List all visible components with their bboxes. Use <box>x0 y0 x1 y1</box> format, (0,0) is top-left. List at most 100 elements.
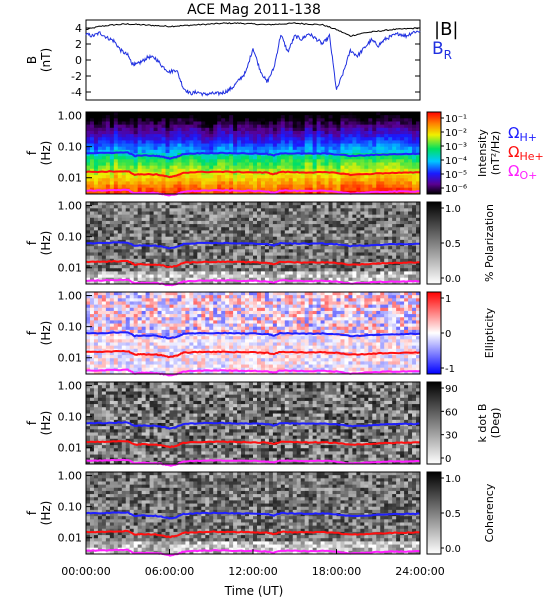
heatmap-cell <box>276 255 282 260</box>
heatmap-cell <box>400 217 405 222</box>
heatmap-cell <box>328 134 334 138</box>
heatmap-cell <box>332 127 337 132</box>
heatmap-cell <box>201 236 206 241</box>
heatmap-cell <box>260 159 266 163</box>
heatmap-cell <box>229 271 234 276</box>
heatmap-cell <box>201 227 206 231</box>
heatmap-cell <box>388 208 393 212</box>
heatmap-cell <box>193 162 198 167</box>
heatmap-cell <box>113 252 119 257</box>
heatmap-cell <box>396 274 401 279</box>
heatmap-cell <box>193 156 198 160</box>
heatmap-cell <box>145 358 151 362</box>
heatmap-cell <box>372 236 377 241</box>
heatmap-cell <box>137 329 143 334</box>
heatmap-cell <box>129 143 135 148</box>
heatmap-cell <box>205 277 210 282</box>
heatmap-cell <box>157 255 163 260</box>
heatmap-cell <box>392 137 397 141</box>
heatmap-cell <box>121 268 127 272</box>
heatmap-cell <box>125 292 131 296</box>
heatmap-cell <box>149 137 155 141</box>
heatmap-cell <box>117 181 123 186</box>
heatmap-cell <box>264 246 270 250</box>
heatmap-cell <box>296 112 302 116</box>
heatmap-cell <box>384 265 389 269</box>
heatmap-cell <box>129 211 135 216</box>
heatmap-cell <box>384 159 389 163</box>
heatmap-cell <box>249 202 254 206</box>
heatmap-cell <box>400 121 405 126</box>
heatmap-cell <box>416 134 421 138</box>
heatmap-cell <box>284 243 290 247</box>
heatmap-cell <box>233 255 238 260</box>
heatmap-cell <box>284 168 290 173</box>
heatmap-cell <box>372 208 377 212</box>
heatmap-cell <box>193 214 198 219</box>
heatmap-cell <box>268 187 274 192</box>
heatmap-cell <box>368 224 373 228</box>
polarization-panel: 1.000.100.01f (Hz)1.00.50.0% Polarization <box>25 200 496 287</box>
heatmap-cell <box>157 249 163 253</box>
heatmap-cell <box>177 178 182 182</box>
heatmap-cell <box>384 162 389 167</box>
heatmap-cell <box>101 217 107 222</box>
heatmap-cell <box>133 355 139 359</box>
heatmap-cell <box>89 323 95 328</box>
heatmap-cell <box>157 156 163 160</box>
heatmap-cell <box>117 220 123 225</box>
heatmap-cell <box>336 165 341 170</box>
heatmap-cell <box>292 227 298 231</box>
heatmap-cell <box>300 124 306 129</box>
heatmap-cell <box>308 280 314 285</box>
heatmap-cell <box>260 153 266 157</box>
heatmap-cell <box>241 124 246 129</box>
heatmap-cell <box>324 211 330 216</box>
heatmap-cell <box>129 236 135 241</box>
heatmap-cell <box>253 190 258 195</box>
heatmap-cell <box>348 265 353 269</box>
heatmap-cell <box>404 236 409 241</box>
heatmap-cell <box>404 178 409 182</box>
heatmap-cell <box>161 127 167 132</box>
heatmap-cell <box>97 268 103 272</box>
heatmap-cell <box>245 233 250 238</box>
heatmap-cell <box>165 367 170 372</box>
heatmap-cell <box>388 214 393 219</box>
heatmap-cell <box>260 184 266 189</box>
heatmap-cell <box>336 134 341 138</box>
heatmap-cell <box>165 153 170 157</box>
heatmap-cell <box>328 168 334 173</box>
heatmap-cell <box>86 146 91 151</box>
heatmap-cell <box>348 214 353 219</box>
heatmap-cell <box>193 261 198 266</box>
heatmap-cell <box>145 249 151 253</box>
heatmap-cell <box>173 224 178 228</box>
heatmap-cell <box>213 224 218 228</box>
heatmap-cell <box>93 333 99 337</box>
heatmap-cell <box>205 165 210 170</box>
heatmap-cell <box>284 143 290 148</box>
freq-y-label: f <box>25 240 39 245</box>
heatmap-cell <box>241 149 246 154</box>
heatmap-cell <box>161 258 167 263</box>
heatmap-cell <box>268 252 274 257</box>
heatmap-cell <box>296 127 302 132</box>
heatmap-cell <box>86 310 91 315</box>
heatmap-cell <box>137 140 143 145</box>
heatmap-cell <box>117 127 123 132</box>
heatmap-cell <box>304 233 310 238</box>
heatmap-cell <box>105 137 111 141</box>
heatmap-cell <box>133 217 139 222</box>
heatmap-cell <box>380 239 385 244</box>
heatmap-cell <box>201 121 206 126</box>
heatmap-cell <box>113 361 119 366</box>
heatmap-cell <box>264 121 270 126</box>
heatmap-cell <box>380 220 385 225</box>
heatmap-cell <box>256 165 262 170</box>
heatmap-cell <box>416 171 421 176</box>
heatmap-cell <box>93 304 99 309</box>
heatmap-cell <box>356 121 361 126</box>
heatmap-cell <box>344 165 349 170</box>
heatmap-cell <box>185 236 190 241</box>
